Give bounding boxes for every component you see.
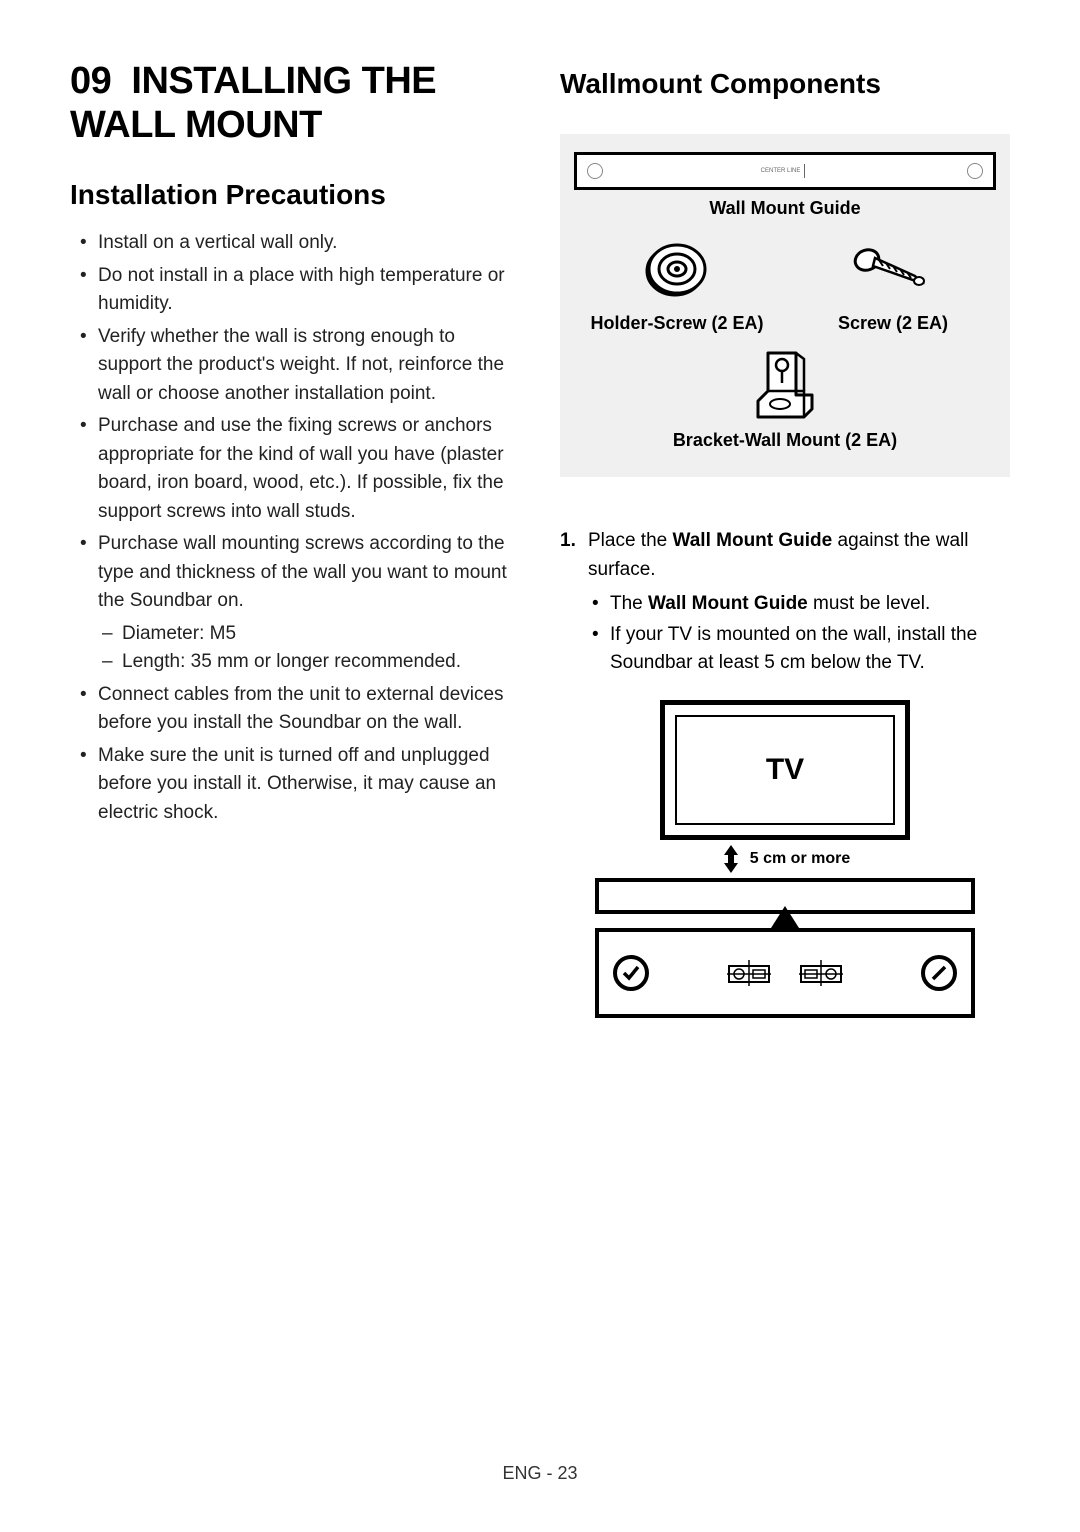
mount-circle-correct [613,955,649,991]
wall-mount-guide-illustration: CENTER LINE [574,152,996,190]
precautions-list: Install on a vertical wall only. Do not … [70,229,520,827]
installation-steps: 1. Place the Wall Mount Guide against th… [560,527,1010,678]
guide-center-text: CENTER LINE [761,168,801,174]
precaution-item: Install on a vertical wall only. [98,229,520,258]
precaution-text: Purchase wall mounting screws according … [98,533,507,611]
holder-screw-icon [574,229,780,309]
step-sub-item: The Wall Mount Guide must be level. [610,590,1010,619]
tv-label: TV [746,753,824,787]
screw-spec-item: Length: 35 mm or longer recommended. [122,648,520,677]
bracket-small-icon [797,958,845,988]
holder-screw-label: Holder-Screw (2 EA) [574,313,780,334]
components-title: Wallmount Components [560,68,1010,100]
step-sublist: The Wall Mount Guide must be level. If y… [588,590,1010,678]
precaution-item: Verify whether the wall is strong enough… [98,323,520,409]
step-text: Place the Wall Mount Guide against the w… [588,530,968,580]
step-item: 1. Place the Wall Mount Guide against th… [588,527,1010,678]
mount-guide-illustration [595,928,975,1018]
pointer-triangle-icon [769,904,801,930]
section-title: 09 INSTALLING THE WALL MOUNT [70,60,520,147]
precautions-title: Installation Precautions [70,179,520,211]
screw-icon [790,229,996,309]
tv-illustration: TV [660,700,910,840]
double-arrow-icon [720,843,742,875]
precaution-item: Purchase wall mounting screws according … [98,530,520,677]
section-number: 09 [70,60,111,102]
bracket-icon [574,344,996,426]
components-panel: CENTER LINE Wall Mount Guide [560,134,1010,477]
page-footer: ENG - 23 [0,1463,1080,1484]
gap-label: 5 cm or more [750,850,850,868]
step-sub-item: If your TV is mounted on the wall, insta… [610,621,1010,678]
precaution-item: Make sure the unit is turned off and unp… [98,742,520,828]
guide-label: Wall Mount Guide [574,198,996,219]
screw-specs-list: Diameter: M5 Length: 35 mm or longer rec… [98,620,520,677]
bracket-small-icon [725,958,773,988]
screw-label: Screw (2 EA) [790,313,996,334]
gap-indicator: 5 cm or more [720,842,850,876]
mount-circle-incorrect [921,955,957,991]
precaution-item: Do not install in a place with high temp… [98,262,520,319]
tv-soundbar-diagram: TV 5 cm or more [560,700,1010,1018]
precaution-item: Connect cables from the unit to external… [98,681,520,738]
screw-spec-item: Diameter: M5 [122,620,520,649]
section-title-text: INSTALLING THE WALL MOUNT [70,60,436,146]
step-number: 1. [560,527,576,556]
guide-center-mark: CENTER LINE [761,164,810,178]
bracket-label: Bracket-Wall Mount (2 EA) [574,430,996,451]
precaution-item: Purchase and use the fixing screws or an… [98,412,520,526]
